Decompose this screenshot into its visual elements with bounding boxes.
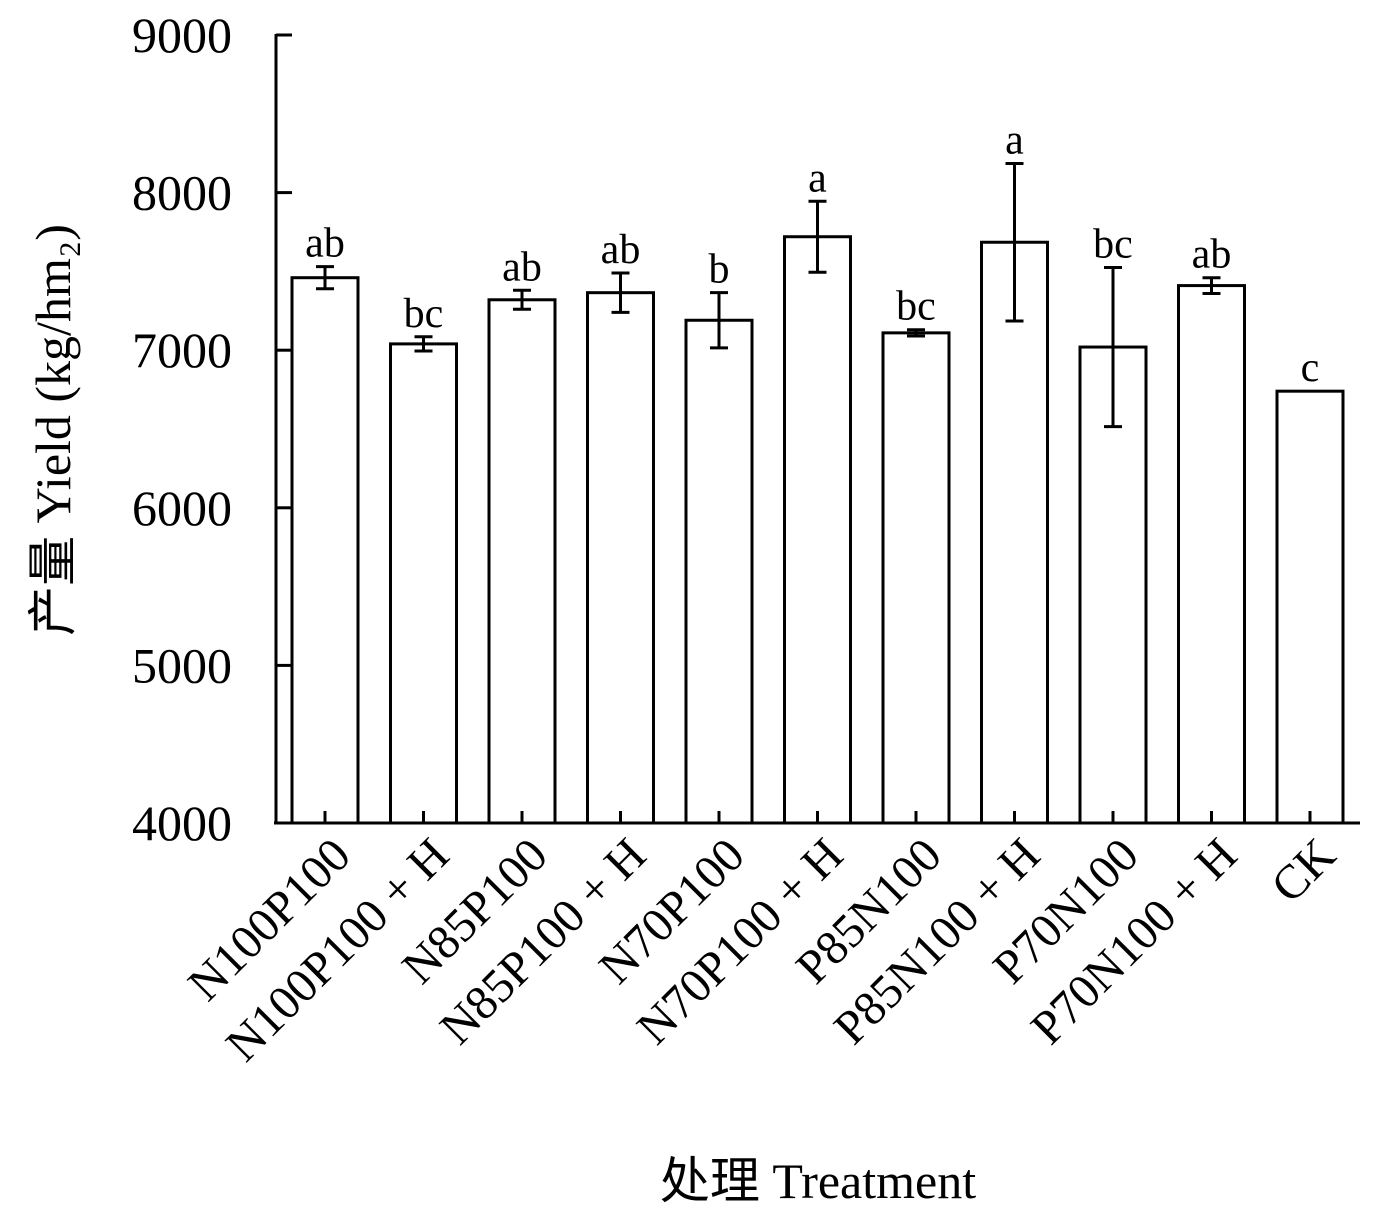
y-tick-label: 5000 xyxy=(132,637,232,693)
significance-label: ab xyxy=(502,244,542,290)
bar xyxy=(980,240,1049,825)
bar xyxy=(881,331,951,825)
significance-label: ab xyxy=(1192,232,1232,278)
significance-label: ab xyxy=(305,221,345,267)
significance-label: b xyxy=(709,247,730,293)
bar xyxy=(487,298,557,825)
x-tick-label: CK xyxy=(1261,828,1346,913)
bar xyxy=(1177,284,1246,825)
significance-label: a xyxy=(808,155,827,201)
error-bars-layer xyxy=(316,161,1221,429)
bar xyxy=(684,318,754,825)
significance-label: ab xyxy=(601,227,641,273)
y-tick-label: 7000 xyxy=(132,322,232,378)
bar xyxy=(389,342,458,825)
y-ticks-layer: 4000 5000 6000 7000 8000 9000 xyxy=(132,7,292,851)
significance-label: bc xyxy=(404,291,444,337)
significance-label: a xyxy=(1005,117,1024,163)
y-axis-title: 产量 Yield (kg/hm₂) xyxy=(25,224,81,636)
y-tick-label: 8000 xyxy=(132,165,232,221)
x-ticks-layer xyxy=(323,811,1312,823)
significance-label: bc xyxy=(896,284,936,330)
y-tick-label: 9000 xyxy=(132,7,232,63)
bar xyxy=(1275,389,1345,825)
y-tick-label: 6000 xyxy=(132,480,232,536)
bar xyxy=(586,291,655,825)
bar xyxy=(290,276,360,825)
x-axis-title: 处理 Treatment xyxy=(660,1153,976,1209)
significance-label: c xyxy=(1301,345,1320,391)
bars-layer xyxy=(290,235,1345,825)
significance-label: bc xyxy=(1093,221,1133,267)
bar xyxy=(783,235,852,825)
y-tick-label: 4000 xyxy=(132,795,232,851)
